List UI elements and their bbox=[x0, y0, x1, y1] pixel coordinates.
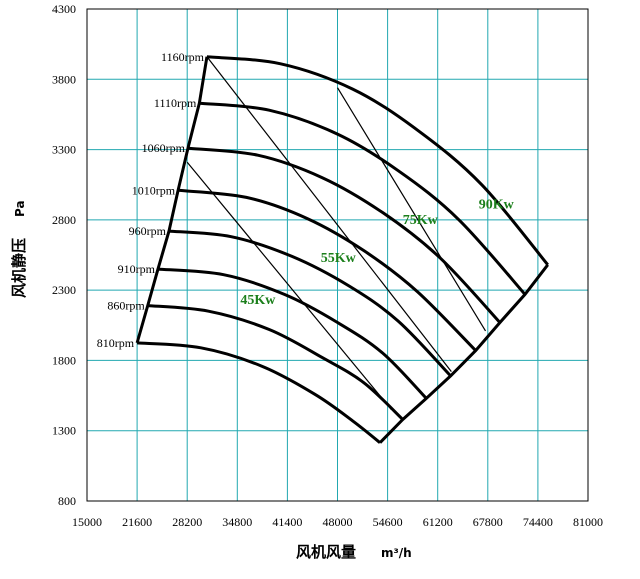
rpm-label: 1060rpm bbox=[142, 141, 186, 155]
x-tick-label: 15000 bbox=[72, 515, 102, 529]
x-tick-label: 34800 bbox=[222, 515, 252, 529]
power-line-55kw bbox=[206, 56, 452, 373]
curve-910rpm bbox=[157, 267, 428, 400]
plot-frame bbox=[86, 8, 589, 502]
rpm-label: 1160rpm bbox=[161, 50, 205, 64]
y-tick-label: 3300 bbox=[52, 143, 76, 157]
y-axis-unit: Pa bbox=[13, 200, 27, 217]
rpm-label: 910rpm bbox=[118, 262, 156, 276]
power-lines bbox=[186, 56, 487, 411]
x-tick-label: 21600 bbox=[122, 515, 152, 529]
curve-1160rpm bbox=[206, 55, 549, 266]
y-tick-label: 1300 bbox=[52, 424, 76, 438]
power-label: 90Kw bbox=[479, 198, 515, 213]
x-axis-title: 风机风量 bbox=[296, 543, 356, 561]
y-tick-label: 3800 bbox=[52, 72, 76, 86]
y-tick-label: 2800 bbox=[52, 213, 76, 227]
y-tick-label: 4300 bbox=[52, 2, 76, 16]
x-tick-label: 41400 bbox=[272, 515, 302, 529]
x-tick-label: 48000 bbox=[323, 515, 353, 529]
rpm-labels: 810rpm 860rpm 910rpm 960rpm 1010rpm 1060rpm 11… bbox=[97, 50, 205, 350]
rpm-label: 810rpm bbox=[97, 336, 135, 350]
power-line-75kw bbox=[336, 87, 487, 332]
left-boundary bbox=[135, 56, 209, 344]
right-boundary bbox=[378, 263, 549, 444]
y-tick-label: 1800 bbox=[52, 353, 76, 367]
rpm-curves bbox=[136, 55, 549, 444]
rpm-label: 960rpm bbox=[129, 224, 167, 238]
x-tick-label: 54600 bbox=[373, 515, 403, 529]
power-line-45kw bbox=[186, 161, 392, 411]
grid bbox=[87, 9, 588, 501]
x-tick-label: 81000 bbox=[573, 515, 603, 529]
x-tick-label: 61200 bbox=[423, 515, 453, 529]
power-labels: 45Kw 55Kw 75Kw 90Kw bbox=[240, 198, 514, 309]
power-label: 45Kw bbox=[240, 293, 276, 308]
curve-960rpm bbox=[168, 229, 452, 377]
curve-1060rpm bbox=[187, 146, 502, 324]
curve-1110rpm bbox=[199, 101, 527, 296]
curve-860rpm bbox=[147, 304, 404, 421]
rpm-label: 1010rpm bbox=[132, 183, 176, 197]
envelope bbox=[135, 56, 549, 444]
y-tick-label: 800 bbox=[58, 494, 76, 508]
power-label: 55Kw bbox=[321, 251, 357, 266]
tick-labels: 15000 21600 28200 34800 41400 48000 54600 61200… bbox=[52, 2, 603, 529]
curve-810rpm bbox=[136, 341, 381, 444]
x-axis-unit: m³/h bbox=[381, 546, 412, 560]
curve-1010rpm bbox=[177, 188, 477, 352]
power-label: 75Kw bbox=[403, 213, 439, 228]
y-axis-title: 风机静压 bbox=[10, 238, 28, 298]
x-tick-label: 67800 bbox=[473, 515, 503, 529]
x-tick-label: 28200 bbox=[172, 515, 202, 529]
rpm-label: 860rpm bbox=[107, 299, 145, 313]
rpm-label: 1110rpm bbox=[154, 96, 197, 110]
x-tick-label: 74400 bbox=[523, 515, 553, 529]
y-tick-label: 2300 bbox=[52, 283, 76, 297]
